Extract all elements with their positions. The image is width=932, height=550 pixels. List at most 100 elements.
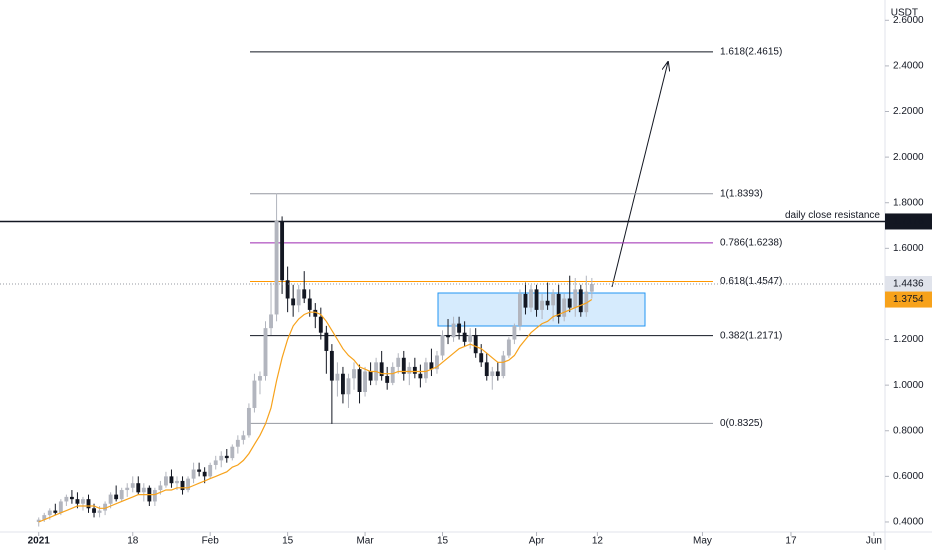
candle-body (440, 334, 445, 356)
candle-body (130, 483, 135, 488)
candle-body (213, 460, 218, 465)
candle-body (81, 499, 85, 504)
candle-body (512, 325, 517, 340)
candle-body (551, 293, 556, 306)
candle-body (506, 339, 511, 356)
candle-body (241, 435, 246, 440)
x-tick-label: Apr (529, 536, 545, 547)
resistance-tag-label: 1.7178 (893, 216, 924, 227)
candle-body (313, 309, 318, 317)
candle-body (396, 357, 401, 367)
candle-body (589, 283, 594, 292)
fib-level-label: 0.382(1.2171) (720, 330, 782, 341)
candle-body (518, 293, 522, 326)
x-tick-label: 18 (127, 536, 139, 547)
candle-body (462, 332, 467, 342)
candle-body (473, 334, 478, 354)
candle-body (202, 471, 207, 477)
x-tick-label: 15 (437, 536, 449, 547)
candle-body (435, 355, 439, 370)
y-tick-label: 0.4000 (893, 517, 924, 528)
resistance-label: daily close resistance (785, 210, 880, 221)
candle-body (357, 369, 362, 392)
candle-body (97, 510, 102, 513)
candle-body (285, 280, 290, 299)
resistance-tag (885, 213, 932, 230)
candle-body (407, 366, 412, 374)
candle-body (280, 220, 285, 281)
candle-body (529, 289, 533, 308)
y-tick-label: 2.2000 (893, 106, 924, 117)
y-tick-label: 1.0000 (893, 380, 924, 391)
candle-body (495, 371, 500, 377)
candle-body (141, 487, 146, 493)
candle-body (219, 455, 224, 461)
y-tick-label: 0.6000 (893, 471, 924, 482)
candle-body (307, 298, 312, 310)
candle-body (418, 373, 423, 379)
candle-body (152, 490, 157, 502)
candle-body (584, 291, 589, 313)
candle-body (523, 293, 528, 308)
fib-level-label: 0(0.8325) (720, 418, 763, 429)
candle-body (412, 366, 417, 374)
candle-body (423, 362, 428, 379)
candle-body (479, 353, 484, 363)
candle-body (457, 323, 462, 333)
candle-body (274, 220, 279, 315)
fib-level-label: 0.618(1.4547) (720, 276, 782, 287)
candle-body (103, 503, 108, 511)
candle-body (53, 510, 58, 513)
candle-body (69, 496, 74, 500)
candle-body (191, 469, 196, 479)
candle-body (263, 328, 268, 377)
candle-body (484, 362, 489, 377)
candle-body (269, 314, 273, 329)
candle-body (47, 510, 52, 516)
candle-body (235, 439, 240, 447)
candle-body (58, 501, 63, 513)
candle-body (567, 298, 572, 308)
candle-body (296, 289, 301, 306)
candle-body (540, 300, 544, 310)
candle-body (42, 515, 47, 520)
candle-body (329, 350, 334, 381)
candle-body (252, 380, 257, 408)
candle-body (224, 455, 229, 459)
x-tick-label: Feb (202, 536, 220, 547)
candle-body (136, 483, 141, 493)
candle-body (169, 476, 174, 484)
candle-body (64, 496, 69, 502)
candle-body (258, 376, 262, 381)
x-tick-label: Mar (356, 536, 374, 547)
candle-body (324, 332, 329, 351)
candle-body (158, 485, 163, 491)
candle-body (534, 289, 539, 310)
candle-body (490, 371, 495, 377)
candle-body (208, 464, 213, 477)
candle-body (573, 289, 578, 308)
y-tick-label: 0.8000 (893, 425, 924, 436)
candle-body (451, 323, 456, 338)
x-tick-label: 15 (282, 536, 294, 547)
ma-tag (885, 291, 932, 308)
candle-body (335, 373, 340, 381)
candle-body (186, 478, 190, 491)
y-tick-label: 2.0000 (893, 152, 924, 163)
fib-level-label: 1.618(2.4615) (720, 47, 782, 58)
candle-body (379, 362, 384, 377)
y-tick-label: 2.6000 (893, 15, 924, 26)
candle-body (341, 373, 345, 395)
candle-body (556, 293, 561, 317)
candle-body (36, 519, 41, 522)
y-tick-label: 1.6000 (893, 243, 924, 254)
candle-body (114, 494, 119, 500)
candle-body (246, 407, 251, 436)
candle-body (346, 378, 351, 395)
candle-body (75, 499, 80, 504)
candle-body (501, 355, 506, 377)
candle-body (302, 289, 307, 299)
fib-level-label: 0.786(1.6238) (720, 238, 782, 249)
candle-body (125, 487, 130, 491)
